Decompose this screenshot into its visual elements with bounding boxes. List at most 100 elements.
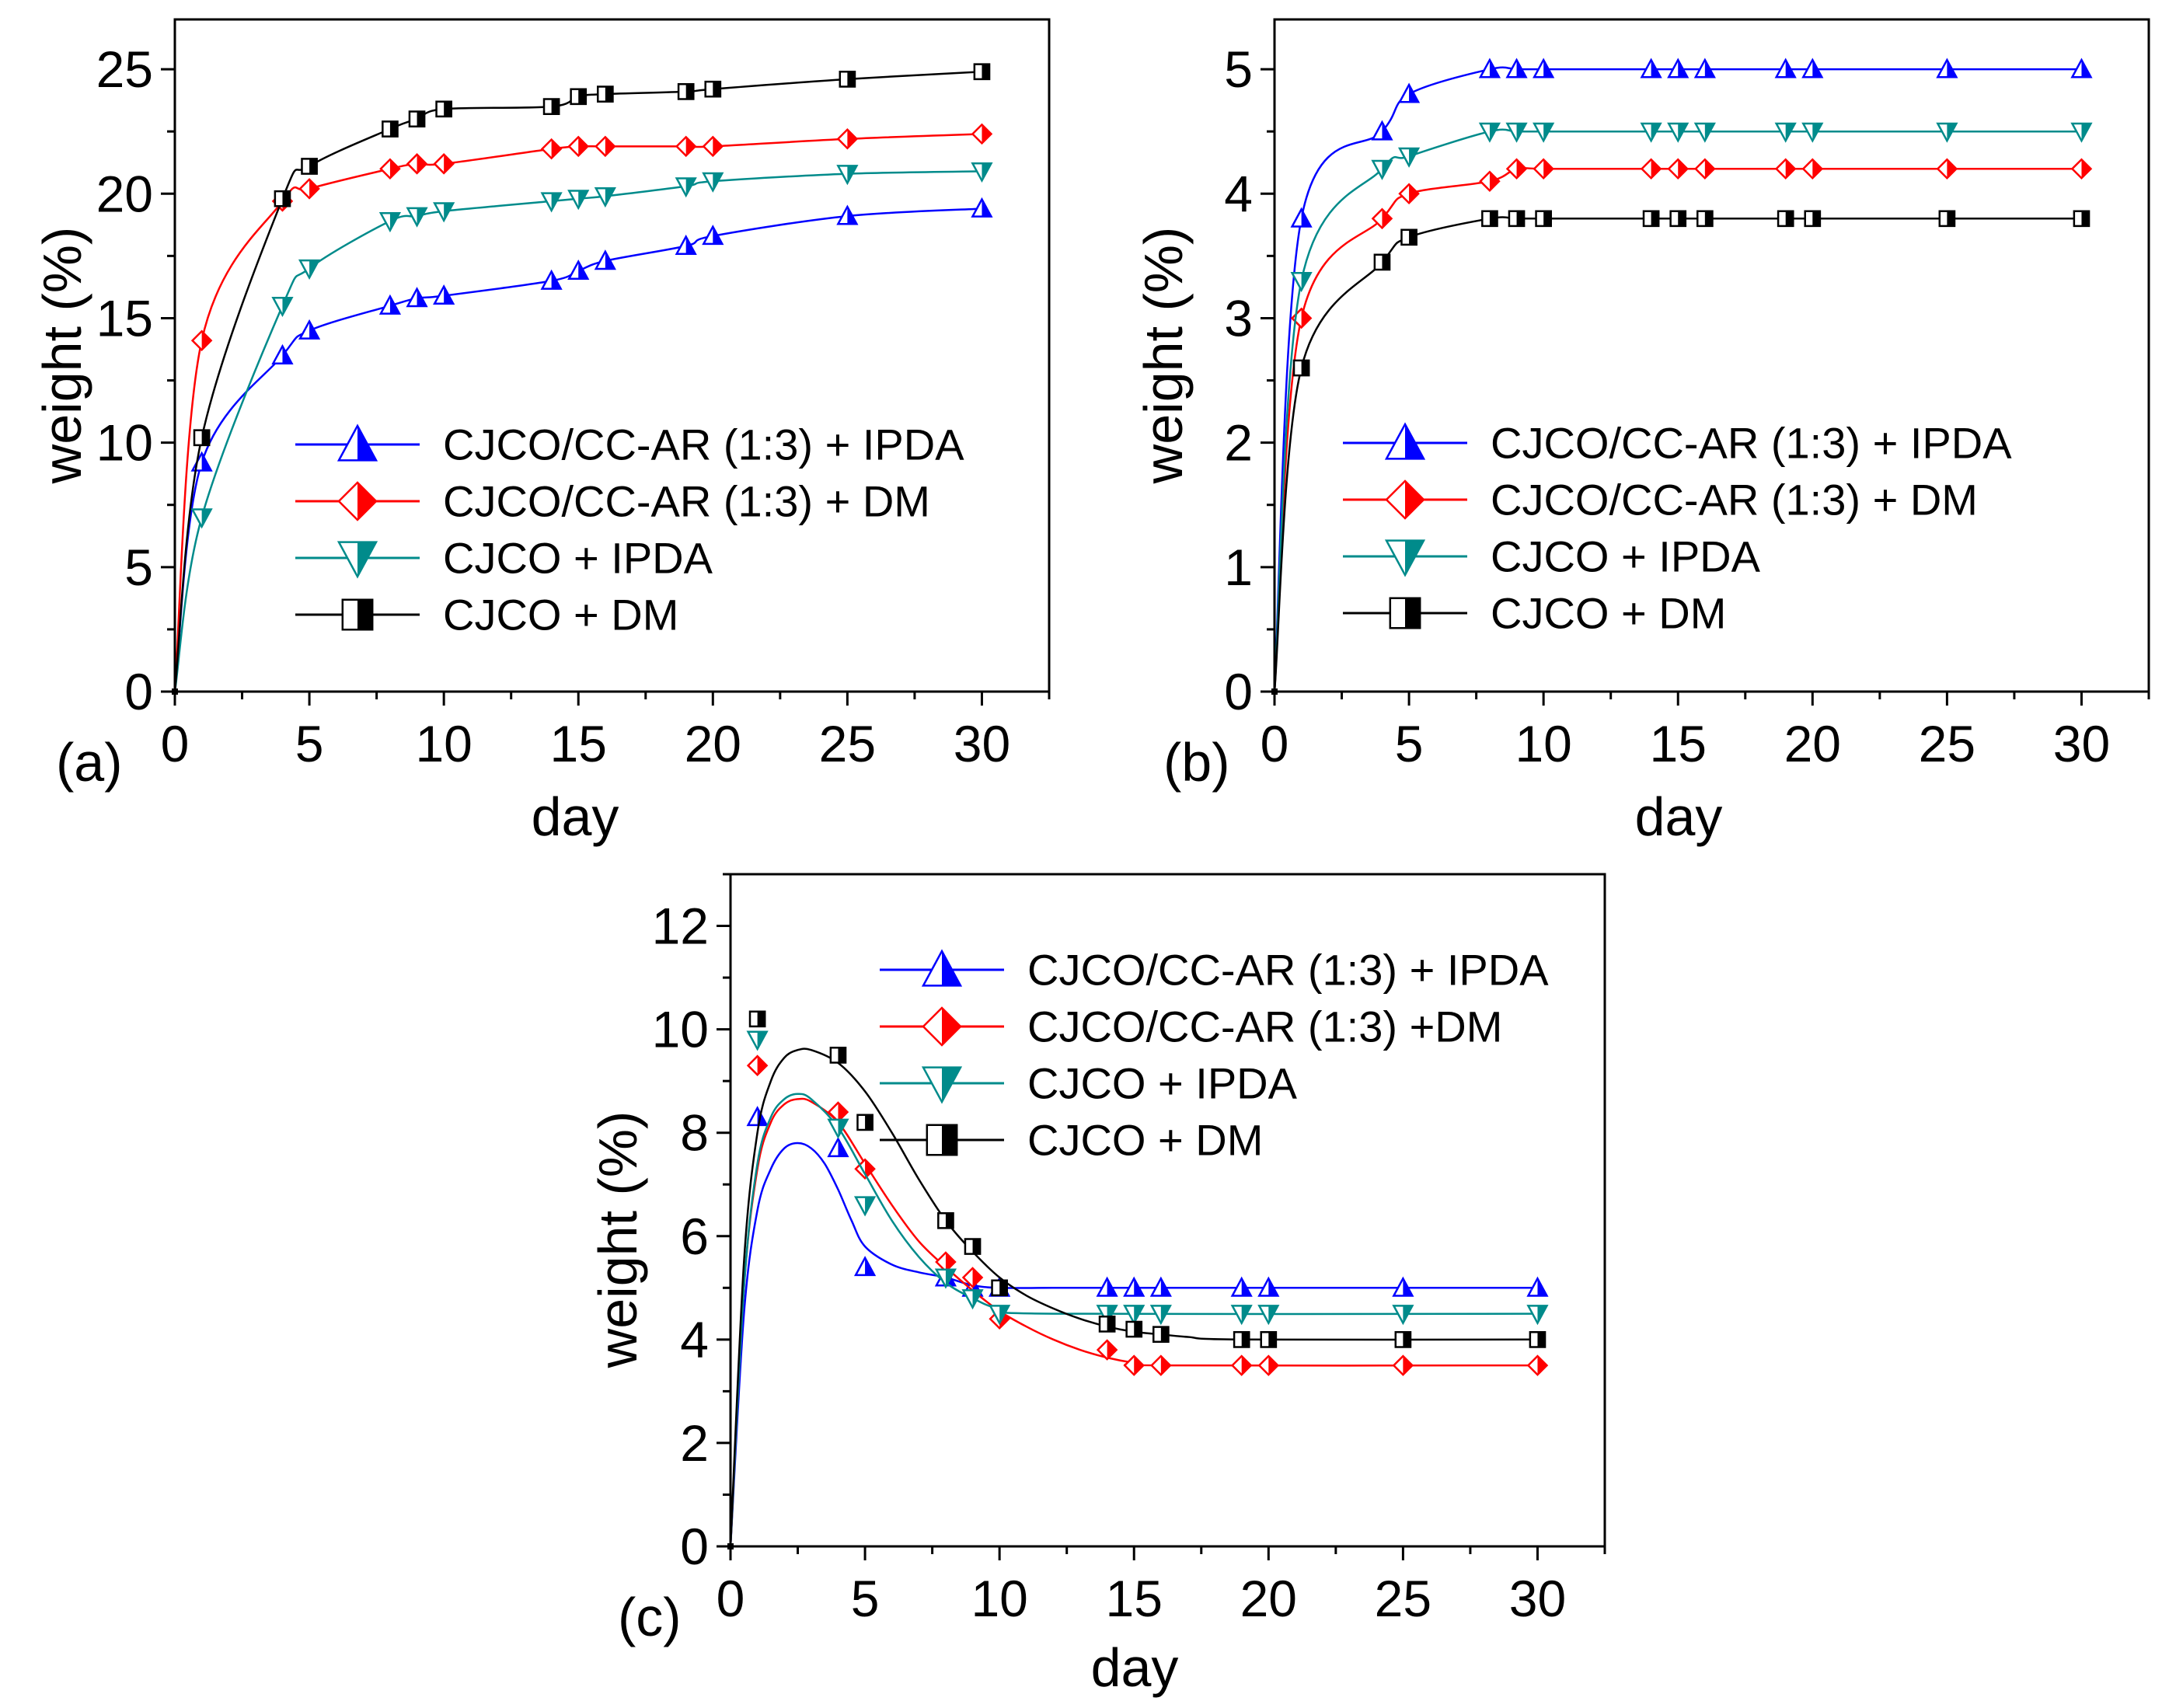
legend-symbol — [1389, 597, 1421, 629]
y-axis-label: weight (%) — [1133, 227, 1194, 485]
x-tick-label: 30 — [1509, 1570, 1566, 1627]
panel-label: (b) — [1163, 732, 1230, 793]
data-point — [1777, 210, 1794, 228]
data-point — [1149, 1276, 1172, 1297]
x-axis-label: day — [1091, 1637, 1179, 1698]
plot-frame — [1273, 18, 2150, 693]
data-point — [378, 294, 402, 315]
x-tick-label: 0 — [1261, 715, 1289, 772]
data-point — [675, 234, 697, 255]
legend: CJCO/CC-AR (1:3) + IPDA CJCO/CC-AR (1:3)… — [880, 946, 1549, 1165]
legend-entry-cjco-dm: CJCO + DM — [1343, 589, 1726, 638]
data-point — [1392, 1354, 1414, 1376]
data-point — [748, 1010, 766, 1028]
x-tick-label: 0 — [161, 715, 190, 772]
data-point — [298, 178, 320, 200]
x-tick-label: 5 — [851, 1570, 880, 1627]
data-point — [433, 284, 455, 305]
x-tick-label: 5 — [295, 715, 324, 772]
legend-entry-cjco-dm: CJCO + DM — [880, 1116, 1263, 1165]
data-point — [1149, 1305, 1172, 1326]
data-point — [1230, 1354, 1253, 1376]
data-point — [1098, 1316, 1116, 1333]
y-tick-label: 1 — [1224, 539, 1253, 596]
legend-entry-ipda-blend: CJCO/CC-AR (1:3) + IPDA — [1343, 419, 2012, 468]
legend-label: CJCO/CC-AR (1:3) + IPDA — [1491, 419, 2012, 468]
y-tick-label: 0 — [1224, 663, 1253, 720]
legend-label: CJCO/CC-AR (1:3) +DM — [1027, 1002, 1502, 1051]
legend-label: CJCO/CC-AR (1:3) + IPDA — [1027, 946, 1549, 995]
data-point — [1150, 1354, 1172, 1376]
legend-entry-cjco-ipda: CJCO + IPDA — [1343, 532, 1761, 581]
data-point — [1373, 253, 1391, 271]
data-point — [964, 1238, 982, 1255]
data-point — [1397, 82, 1421, 103]
data-point — [1669, 210, 1687, 228]
data-point — [1804, 210, 1822, 228]
data-point — [1535, 210, 1552, 228]
x-tick-label: 20 — [685, 715, 741, 772]
data-point — [274, 190, 291, 207]
data-point — [675, 177, 697, 198]
data-point — [973, 63, 991, 81]
legend-entry-cjco-ipda: CJCO + IPDA — [880, 1059, 1298, 1108]
data-point — [1693, 122, 1716, 143]
data-point — [540, 138, 563, 160]
data-point — [1774, 122, 1797, 143]
data-point — [746, 1030, 769, 1051]
data-point — [829, 1047, 847, 1064]
y-tick-label: 15 — [96, 289, 153, 347]
y-axis-label: weight (%) — [588, 1111, 648, 1369]
data-point — [1125, 1320, 1143, 1338]
legend-symbol — [921, 949, 963, 987]
data-point — [1371, 159, 1393, 180]
data-point — [1696, 210, 1714, 228]
data-point — [1667, 122, 1689, 143]
y-axis-label: weight (%) — [32, 227, 92, 485]
data-point — [378, 212, 402, 233]
series-ipda-blend — [172, 197, 993, 695]
data-point — [1533, 158, 1554, 180]
x-tick-label: 20 — [1240, 1570, 1297, 1627]
data-point — [2070, 122, 2093, 143]
y-tick-label: 5 — [124, 539, 153, 596]
data-point — [1123, 1354, 1145, 1376]
panel-label: (c) — [618, 1587, 682, 1647]
data-point — [853, 1256, 877, 1277]
x-tick-label: 20 — [1784, 715, 1841, 772]
y-tick-label: 10 — [652, 1001, 709, 1058]
y-tick-label: 0 — [124, 663, 153, 720]
data-point — [1152, 1326, 1170, 1344]
legend: CJCO/CC-AR (1:3) + IPDA CJCO/CC-AR (1:3)… — [295, 420, 964, 640]
legend-entry-cjco-ipda: CJCO + IPDA — [295, 534, 713, 583]
data-point — [961, 1289, 984, 1310]
data-point — [2073, 210, 2091, 228]
data-point — [1526, 1276, 1549, 1297]
legend: CJCO/CC-AR (1:3) + IPDA CJCO/CC-AR (1:3)… — [1343, 419, 2012, 638]
data-point — [702, 172, 724, 193]
legend-symbol — [341, 598, 374, 631]
legend-label: CJCO/CC-AR (1:3) + DM — [443, 477, 930, 526]
data-point — [1774, 158, 1797, 180]
data-point — [1257, 1276, 1280, 1297]
series-ipda-blend — [727, 1106, 1549, 1549]
legend-symbol — [1384, 539, 1426, 577]
plot-frame — [729, 873, 1606, 1548]
y-tick-label: 3 — [1224, 289, 1253, 347]
x-tick-label: 10 — [1515, 715, 1571, 772]
x-tick-label: 5 — [1395, 715, 1424, 772]
data-point — [1526, 1305, 1549, 1326]
data-point — [1123, 1276, 1146, 1297]
data-point — [1230, 1305, 1253, 1326]
data-point — [406, 153, 428, 175]
data-point — [190, 329, 213, 352]
x-tick-label: 15 — [1106, 1570, 1163, 1627]
y-tick-label: 12 — [652, 898, 709, 955]
data-point — [1526, 1354, 1549, 1376]
series-cjco-ipda — [172, 162, 993, 695]
series-cjco-ipda — [727, 1030, 1549, 1549]
legend-entry-dm-blend: CJCO/CC-AR (1:3) +DM — [880, 1002, 1502, 1051]
data-point — [1478, 58, 1501, 78]
data-point — [567, 259, 590, 281]
